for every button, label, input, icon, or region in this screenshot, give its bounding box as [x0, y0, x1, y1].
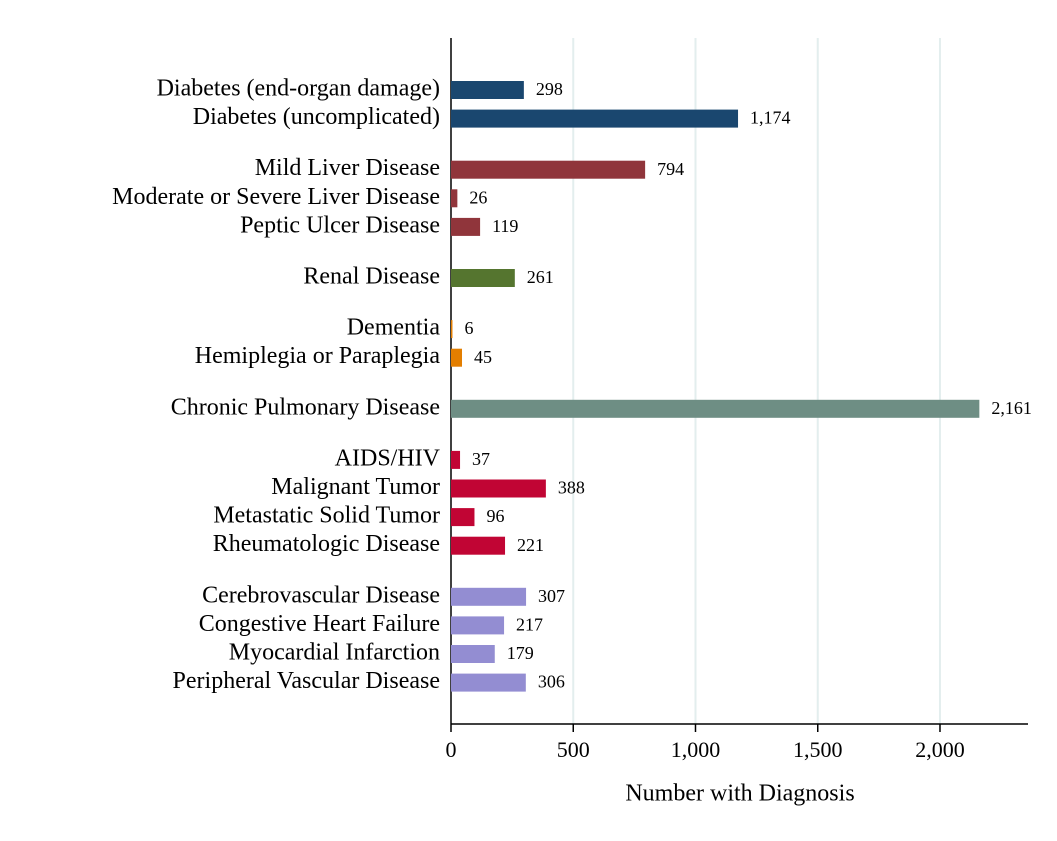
bar	[451, 536, 506, 555]
value-label: 388	[558, 478, 585, 498]
category-label: Dementia	[347, 315, 441, 341]
value-label: 217	[516, 615, 543, 635]
category-label: Renal Disease	[303, 264, 440, 290]
bar	[451, 160, 646, 179]
value-label: 794	[657, 159, 684, 179]
category-label: Mild Liver Disease	[255, 155, 440, 181]
value-label: 37	[472, 449, 490, 469]
category-label: Metastatic Solid Tumor	[213, 503, 440, 529]
value-label: 45	[474, 347, 492, 367]
category-label: Diabetes (uncomplicated)	[193, 104, 440, 130]
value-label: 261	[527, 267, 554, 287]
value-label: 96	[486, 506, 504, 526]
category-label: AIDS/HIV	[335, 445, 441, 471]
category-label: Peripheral Vascular Disease	[173, 668, 440, 694]
category-label: Peptic Ulcer Disease	[240, 212, 440, 238]
category-label: Moderate or Severe Liver Disease	[112, 184, 440, 210]
value-label: 2,161	[991, 398, 1032, 418]
value-label: 119	[492, 216, 518, 236]
value-label: 221	[517, 535, 544, 555]
bar	[451, 508, 475, 527]
bar	[451, 217, 481, 236]
x-tick-label: 2,000	[915, 737, 965, 762]
bar	[451, 399, 980, 418]
value-label: 298	[536, 79, 563, 99]
value-label: 306	[538, 672, 565, 692]
x-tick-label: 1,000	[671, 737, 721, 762]
bar	[451, 189, 458, 208]
bar	[451, 320, 453, 339]
bar	[451, 616, 505, 635]
x-axis-title: Number with Diagnosis	[625, 781, 854, 807]
category-label: Rheumatologic Disease	[213, 531, 440, 557]
x-tick-label: 0	[446, 737, 457, 762]
category-label: Myocardial Infarction	[229, 640, 440, 666]
value-label: 6	[464, 318, 473, 338]
x-tick-label: 500	[557, 737, 590, 762]
value-label: 1,174	[750, 108, 791, 128]
bar	[451, 587, 527, 606]
bar	[451, 450, 461, 469]
value-label: 307	[538, 586, 565, 606]
bar	[451, 479, 546, 498]
category-label: Hemiplegia or Paraplegia	[195, 343, 441, 369]
category-label: Diabetes (end-organ damage)	[157, 76, 440, 102]
bar	[451, 673, 526, 692]
bar	[451, 81, 524, 99]
category-label: Chronic Pulmonary Disease	[171, 394, 440, 420]
value-label: 179	[507, 643, 534, 663]
bar	[451, 645, 495, 663]
bar	[451, 109, 739, 128]
x-tick-label: 1,500	[793, 737, 843, 762]
bar	[451, 348, 463, 367]
category-label: Malignant Tumor	[271, 474, 440, 500]
bar	[451, 269, 515, 287]
value-label: 26	[469, 187, 487, 207]
category-label: Congestive Heart Failure	[199, 611, 440, 637]
category-label: Cerebrovascular Disease	[202, 582, 440, 608]
